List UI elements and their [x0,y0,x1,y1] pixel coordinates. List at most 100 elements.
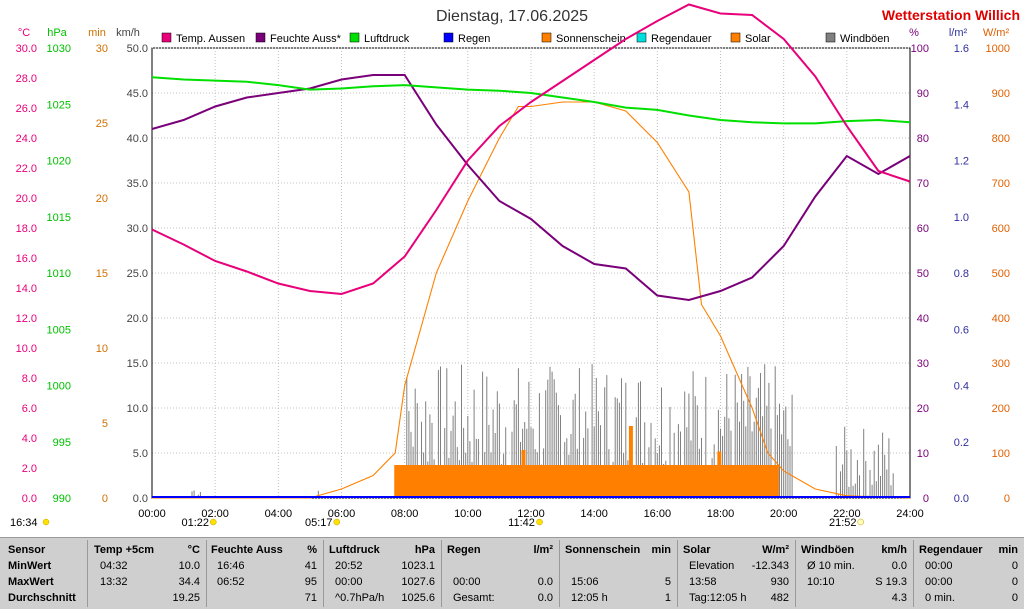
stats-cell-value: 1 [664,592,671,604]
stats-cell-time: 13:32 [100,576,128,588]
stats-header-solar: Solar [683,544,711,556]
pressure-axis-tick: 1025 [47,99,71,111]
legend-label: Sonnenschein [556,33,626,45]
legend-label: Windböen [840,33,890,45]
sunmin-axis-tick: 20 [96,193,108,205]
humidity-axis-tick: 50 [917,268,929,280]
legend-swatch [255,32,266,43]
rain-axis-tick: 1.4 [954,99,969,111]
sunmin-axis-tick: 25 [96,118,108,130]
marker-time: 21:52 [829,517,857,529]
wind-axis-unit: km/h [116,27,140,39]
rain-axis-tick: 1.0 [954,212,969,224]
temp-axis-tick: 30.0 [16,43,37,55]
x-axis-tick: 02:00 [201,508,229,520]
stats-cell-value: 0.0 [537,592,553,604]
solar-axis-tick: 700 [992,178,1010,190]
series-pressure [151,76,911,125]
temp-axis-tick: 2.0 [22,463,37,475]
station-name: Wetterstation Willich [882,7,1020,23]
solar-axis-tick: 600 [992,223,1010,235]
marker-symbol [333,518,341,526]
marker-time: 16:34 [10,517,38,529]
wind-axis-tick: 25.0 [127,268,148,280]
rain-axis-tick: 0.2 [954,437,969,449]
sunshine-spike [717,451,722,498]
stats-cell-value: S 19.3 [875,576,907,588]
stats-cell-time: 00:00 [925,560,953,572]
wind-axis-tick: 20.0 [127,313,148,325]
statistics-table: Sensor MinWert MaxWert Durchschnitt Temp… [0,537,1024,609]
sunmin-axis-tick: 15 [96,268,108,280]
wind-axis-tick: 45.0 [127,88,148,100]
humidity-axis-tick: 80 [917,133,929,145]
stats-gust: Windböen km/h Ø 10 min. 0.0 10:10 S 19.3 4.3 [795,538,913,609]
marker-time: 01:22 [182,517,210,529]
stats-cell-value: 0 [1011,592,1018,604]
solar-axis-unit: W/m² [983,27,1010,39]
temp-axis-tick: 4.0 [22,433,37,445]
humidity-axis-tick: 30 [917,358,929,370]
temp-axis-tick: 20.0 [16,193,37,205]
weather-chart: Temp. Aussen Feuchte Auss* Luftdruck Regen S… [10,3,1020,529]
stats-cell-value: 71 [304,592,317,604]
pressure-axis-tick: 1000 [47,381,71,393]
legend-label: Temp. Aussen [176,33,245,45]
legend-swatch [349,32,360,43]
rain-axis-tick: 0.0 [954,493,969,505]
stats-rdur: Regendauer min 00:00 0 00:00 0 0 min. 0 [913,538,1024,609]
x-axis-tick: 22:00 [833,508,861,520]
legend-label: Feuchte Auss* [270,33,342,45]
temp-axis-tick: 14.0 [16,283,37,295]
x-axis-tick: 10:00 [454,508,482,520]
sunshine-spike [628,426,633,498]
series-solar [152,101,911,499]
wind-axis-tick: 15.0 [127,358,148,370]
sunmin-axis-tick: 0 [102,493,108,505]
rain-axis-tick: 0.6 [954,324,969,336]
x-axis-tick: 12:00 [517,508,545,520]
rain-axis-tick: 0.4 [954,381,969,393]
legend-swatch [161,32,172,43]
wind-axis-tick: 0.0 [133,493,148,505]
stats-cell-value: 1025.6 [401,592,435,604]
solar-axis-tick: 300 [992,358,1010,370]
stats-cell-time: 12:05 h [571,592,608,604]
temp-axis-tick: 8.0 [22,373,37,385]
temp-axis-unit: °C [18,27,30,39]
stats-header-rain: Regen [447,544,481,556]
legend-label: Luftdruck [364,33,410,45]
x-axis-tick: 20:00 [770,508,798,520]
marker-symbol [210,518,217,526]
chart-legend: Temp. Aussen Feuchte Auss* Luftdruck Regen S… [161,32,890,45]
stats-cell-value: 34.4 [178,576,200,588]
pressure-axis-tick: 1010 [47,268,71,280]
legend-label: Regendauer [651,33,712,45]
stats-cell-time: 15:06 [571,576,599,588]
stats-unit-rdur: min [998,544,1018,556]
solar-axis-tick: 500 [992,268,1010,280]
marker-symbol [42,518,50,526]
stats-cell-value: 19.25 [172,592,200,604]
x-axis-tick: 08:00 [391,508,419,520]
stats-unit-gust: km/h [881,544,907,556]
stats-unit-temp: °C [187,544,200,556]
pressure-axis-tick: 990 [53,493,71,505]
pressure-axis-tick: 1015 [47,212,71,224]
stats-cell-time: ^0.7hPa/h [335,592,385,604]
marker-time: 11:42 [508,517,535,529]
legend-swatch [730,32,741,43]
wind-axis-tick: 40.0 [127,133,148,145]
temp-axis-tick: 6.0 [22,403,37,415]
humidity-axis-tick: 100 [911,43,929,55]
solar-axis-tick: 0 [1004,493,1010,505]
stats-sun: Sonnenschein min 15:06 5 12:05 h 1 [559,538,677,609]
legend-swatch [541,32,552,43]
sun-moon-markers: 16:34 01:22 05:17 11:42 21:52 [10,517,864,529]
pressure-axis-tick: 995 [53,437,71,449]
row-label-avg: Durchschnitt [8,592,76,604]
stats-cell-value: 1023.1 [401,560,435,572]
stats-header-gust: Windböen [801,544,855,556]
marker-symbol [536,518,543,526]
x-axis-tick: 00:00 [138,508,166,520]
